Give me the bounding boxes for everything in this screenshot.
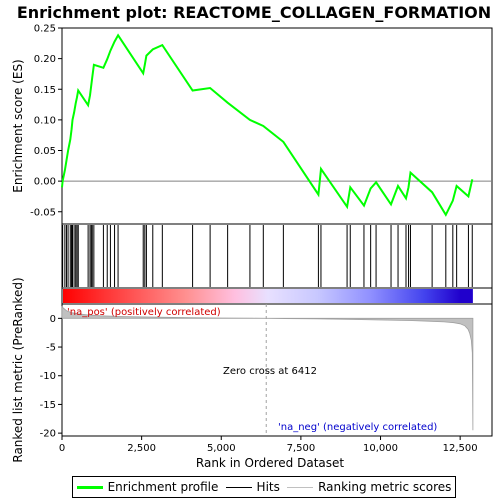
pos-label: 'na_pos' (positively correlated) — [67, 307, 221, 318]
legend-label-es: Enrichment profile — [107, 480, 219, 494]
xtick-label: 0 — [59, 443, 65, 454]
es-y-ticks: -0.05 0.00 0.05 0.10 0.15 0.20 0.25 — [30, 24, 62, 218]
es-profile-line — [61, 33, 474, 217]
legend-swatch-metric — [287, 486, 314, 488]
metric-ytick-label: 0 — [50, 314, 56, 325]
es-y-axis-label: Enrichment score (ES) — [11, 59, 25, 192]
es-ytick-label: 0.20 — [34, 54, 56, 65]
legend-swatch-es — [76, 485, 103, 489]
hits-panel — [61, 223, 493, 289]
xtick-label: 12,500 — [443, 443, 478, 454]
metric-y-ticks: 0 -5 -10 -15 -20 — [40, 314, 62, 440]
hit-marks — [62, 225, 473, 287]
xtick-label: 7,500 — [287, 443, 316, 454]
es-ytick-label: -0.05 — [30, 207, 56, 218]
legend-item-es: Enrichment profile — [76, 480, 219, 494]
es-ytick-label: 0.10 — [34, 115, 56, 126]
metric-ytick-label: -15 — [40, 400, 56, 411]
legend-item-hits: Hits — [225, 480, 280, 494]
xtick-label: 10,000 — [363, 443, 398, 454]
es-ytick-label: 0.25 — [34, 24, 56, 35]
legend-item-metric: Ranking metric scores — [287, 480, 451, 494]
es-panel — [61, 27, 493, 225]
ranking-metric-area — [61, 306, 474, 431]
legend: Enrichment profile Hits Ranking metric s… — [72, 476, 456, 498]
metric-panel — [61, 303, 493, 437]
es-ytick-label: 0.00 — [34, 177, 56, 188]
zero-cross-label: Zero cross at 6412 — [223, 366, 317, 377]
metric-ytick-label: -10 — [40, 371, 56, 382]
xtick-label: 5,000 — [207, 443, 236, 454]
es-ytick-label: 0.05 — [34, 146, 56, 157]
legend-label-metric: Ranking metric scores — [318, 480, 452, 494]
xtick-label: 2,500 — [127, 443, 156, 454]
rank-color-gradient — [63, 289, 473, 303]
x-axis-label: Rank in Ordered Dataset — [196, 456, 344, 470]
x-ticks: 0 2,500 5,000 7,500 10,000 12,500 — [59, 436, 478, 454]
legend-swatch-hits — [225, 486, 252, 488]
neg-label: 'na_neg' (negatively correlated) — [278, 422, 437, 433]
es-ytick-label: 0.15 — [34, 85, 56, 96]
metric-ytick-label: -5 — [46, 343, 56, 354]
metric-ytick-label: -20 — [40, 429, 56, 440]
chart-title: Enrichment plot: REACTOME_COLLAGEN_FORMA… — [17, 3, 491, 22]
es-profile-path — [61, 33, 474, 217]
metric-y-axis-label: Ranked list metric (PreRanked) — [11, 277, 25, 462]
metric-area-path — [61, 306, 474, 431]
legend-label-hits: Hits — [256, 480, 280, 494]
